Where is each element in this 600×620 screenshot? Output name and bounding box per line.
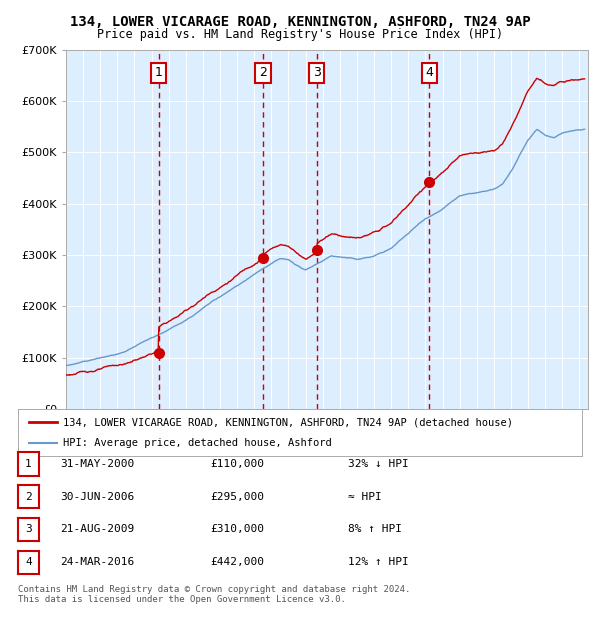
Text: 30-JUN-2006: 30-JUN-2006 [60, 492, 134, 502]
Text: 134, LOWER VICARAGE ROAD, KENNINGTON, ASHFORD, TN24 9AP (detached house): 134, LOWER VICARAGE ROAD, KENNINGTON, AS… [63, 417, 513, 427]
Text: £110,000: £110,000 [210, 459, 264, 469]
Text: 4: 4 [25, 557, 32, 567]
Text: 1: 1 [25, 459, 32, 469]
Text: 2: 2 [25, 492, 32, 502]
Text: 3: 3 [25, 525, 32, 534]
Text: Contains HM Land Registry data © Crown copyright and database right 2024.
This d: Contains HM Land Registry data © Crown c… [18, 585, 410, 604]
Text: 4: 4 [425, 66, 433, 79]
Text: 1: 1 [155, 66, 163, 79]
Text: 31-MAY-2000: 31-MAY-2000 [60, 459, 134, 469]
Text: £295,000: £295,000 [210, 492, 264, 502]
Text: 24-MAR-2016: 24-MAR-2016 [60, 557, 134, 567]
Text: ≈ HPI: ≈ HPI [348, 492, 382, 502]
Text: 3: 3 [313, 66, 320, 79]
Text: 32% ↓ HPI: 32% ↓ HPI [348, 459, 409, 469]
Text: HPI: Average price, detached house, Ashford: HPI: Average price, detached house, Ashf… [63, 438, 332, 448]
Text: 8% ↑ HPI: 8% ↑ HPI [348, 525, 402, 534]
Text: 12% ↑ HPI: 12% ↑ HPI [348, 557, 409, 567]
Text: Price paid vs. HM Land Registry's House Price Index (HPI): Price paid vs. HM Land Registry's House … [97, 28, 503, 41]
Text: £442,000: £442,000 [210, 557, 264, 567]
Text: 2: 2 [259, 66, 267, 79]
Text: 134, LOWER VICARAGE ROAD, KENNINGTON, ASHFORD, TN24 9AP: 134, LOWER VICARAGE ROAD, KENNINGTON, AS… [70, 16, 530, 30]
Text: £310,000: £310,000 [210, 525, 264, 534]
Text: 21-AUG-2009: 21-AUG-2009 [60, 525, 134, 534]
